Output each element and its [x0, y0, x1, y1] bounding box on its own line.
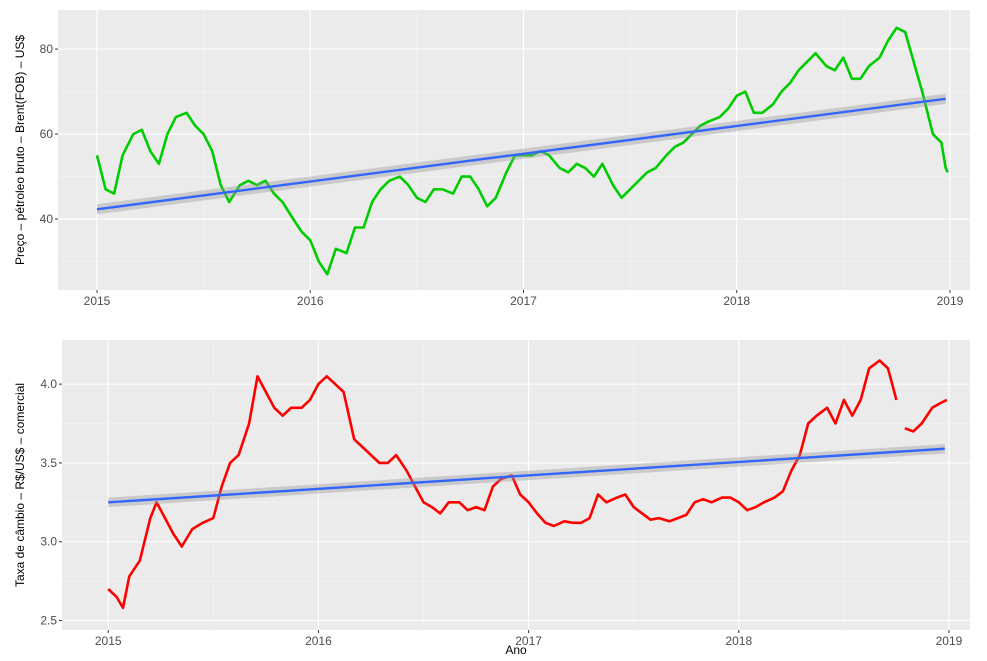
x-tick-label: 2018	[725, 634, 752, 648]
series-line	[95, 26, 949, 276]
x-tick-label: 2016	[305, 634, 332, 648]
y-tick-label: 80	[40, 42, 54, 56]
trend-line	[108, 447, 945, 504]
x-tick-label: 2017	[515, 634, 542, 648]
y-tick-label: 60	[40, 127, 54, 141]
x-axis-label: Ano	[505, 643, 527, 656]
series-line	[107, 359, 948, 610]
trend-line	[96, 97, 946, 211]
y-axis-label: Preço – pétroleo bruto – Brent(FOB) – US…	[13, 35, 27, 265]
x-tick-label: 2019	[936, 634, 963, 648]
y-tick-label: 3.0	[40, 535, 57, 549]
x-tick-label: 2018	[723, 294, 750, 308]
x-tick-label: 2017	[510, 294, 537, 308]
y-tick-label: 2.5	[40, 614, 57, 628]
x-tick-label: 2015	[95, 634, 122, 648]
x-tick-label: 2015	[84, 294, 111, 308]
y-axis-label: Taxa de câmbio – R$/US$ – comercial	[13, 383, 27, 587]
y-tick-label: 40	[40, 212, 54, 226]
x-tick-label: 2016	[297, 294, 324, 308]
x-tick-label: 2019	[937, 294, 964, 308]
y-tick-label: 4.0	[40, 377, 57, 391]
y-tick-label: 3.5	[40, 456, 57, 470]
